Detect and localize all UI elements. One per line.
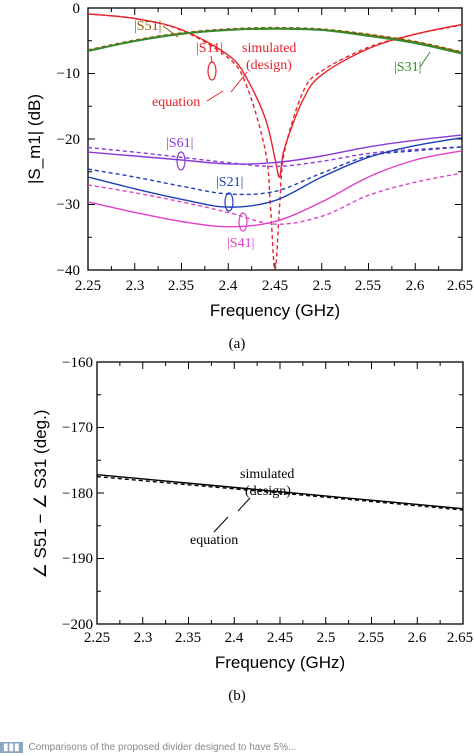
ytick-label: −10 [57, 66, 80, 82]
series-lines-a [87, 13, 463, 271]
panel-a-magnitude-chart: 0 −10 −20 −30 −40 2.25 2.3 2.35 2.4 2.45… [25, 1, 473, 352]
circle-marker [224, 192, 234, 212]
xtick-label: 2.5 [313, 278, 332, 294]
series-line-phase-solid [96, 474, 464, 510]
circle-marker [238, 212, 248, 232]
axis-ticks-b [96, 361, 464, 625]
series-line-s21-dashed [87, 146, 463, 196]
series-line-s21-solid [87, 137, 463, 208]
label-simulated-a: simulated [242, 41, 296, 56]
ytick-label: −30 [57, 197, 80, 213]
series-lines-b [96, 474, 464, 511]
axis-ticks-a [87, 7, 463, 271]
xtick-label: 2.4 [225, 630, 244, 646]
label-equation-b: equation [190, 533, 238, 548]
xtick-label: 2.35 [168, 278, 194, 294]
figure-tag: ▮▮▮ [0, 742, 23, 753]
pointer-arrow [206, 90, 224, 102]
xtick-label: 2.55 [358, 630, 384, 646]
caption-a: (a) [229, 336, 246, 352]
annotation-s21: |S21| [216, 175, 243, 212]
series-line-s11-solid [87, 13, 463, 178]
series-line-s61-solid [87, 134, 463, 165]
label-design-a: (design) [246, 58, 292, 73]
xtick-label: 2.55 [355, 278, 381, 294]
pointer-arrow [230, 71, 248, 93]
xtick-label: 2.25 [84, 630, 110, 646]
label-s11: |S11| [196, 41, 223, 56]
ytick-label: −40 [57, 263, 80, 279]
xtick-label: 2.65 [447, 278, 473, 294]
figure-footer: ▮▮▮ Comparisons of the proposed divider d… [0, 742, 474, 756]
annotation-s61: |S61| [166, 136, 193, 171]
ytick-label: −160 [62, 355, 93, 371]
pointer-arrow [162, 25, 179, 38]
footer-text: Comparisons of the proposed divider desi… [28, 742, 297, 753]
circle-marker [176, 151, 186, 171]
label-s61: |S61| [166, 136, 193, 151]
xtick-label: 2.5 [317, 630, 336, 646]
xtick-label: 2.25 [75, 278, 101, 294]
xtick-label: 2.45 [267, 630, 293, 646]
annotation-s41: |S41| [227, 212, 254, 251]
ytick-label: −180 [62, 486, 93, 502]
label-s41: |S41| [227, 236, 254, 251]
series-line-s51-dashed [87, 26, 463, 53]
series-line-s41-dashed [87, 172, 463, 225]
label-equation-a: equation [152, 95, 200, 110]
series-line-s31-dashed [87, 27, 463, 54]
ytick-label: −170 [62, 420, 93, 436]
ytick-label: −190 [62, 551, 93, 567]
pointer-arrow [210, 55, 213, 63]
caption-b: (b) [228, 688, 246, 704]
annotation-s31: |S31| [394, 51, 431, 75]
y-axis-label-b: ∠ S51 − ∠ S31 (deg.) [31, 410, 50, 579]
panel-b-phase-chart: −160 −170 −180 −190 −200 2.25 2.3 2.35 2… [31, 355, 473, 704]
label-simulated-b: simulated [240, 467, 294, 482]
series-line-s61-dashed [87, 146, 463, 168]
pointer-arrow [419, 51, 431, 68]
xtick-label: 2.6 [406, 278, 425, 294]
xtick-label: 2.3 [134, 630, 153, 646]
xtick-label: 2.6 [408, 630, 427, 646]
xtick-label: 2.45 [262, 278, 288, 294]
y-axis-label-a: |S_m1| (dB) [25, 94, 44, 184]
annotation-s11: |S11| [196, 41, 223, 81]
circle-marker [207, 61, 217, 81]
ytick-label: 0 [73, 1, 81, 17]
label-s51: |S51| [134, 19, 161, 34]
ytick-label: −200 [62, 617, 93, 633]
series-line-phase-dashed [96, 475, 464, 511]
x-axis-label-a: Frequency (GHz) [210, 301, 340, 320]
xtick-label: 2.4 [219, 278, 238, 294]
ytick-label: −20 [57, 132, 80, 148]
series-line-s41-solid [87, 150, 463, 228]
xtick-label: 2.65 [447, 630, 473, 646]
label-design-b: (design) [245, 484, 291, 499]
series-line-s11-dashed [87, 13, 463, 271]
label-s31: |S31| [394, 60, 421, 75]
x-axis-label-b: Frequency (GHz) [215, 653, 345, 672]
label-s21: |S21| [216, 175, 243, 190]
xtick-label: 2.3 [126, 278, 145, 294]
annotation-s51: |S51| [134, 19, 179, 38]
pointer-arrow [237, 497, 251, 512]
xtick-label: 2.35 [175, 630, 201, 646]
pointer-arrow [213, 516, 229, 533]
